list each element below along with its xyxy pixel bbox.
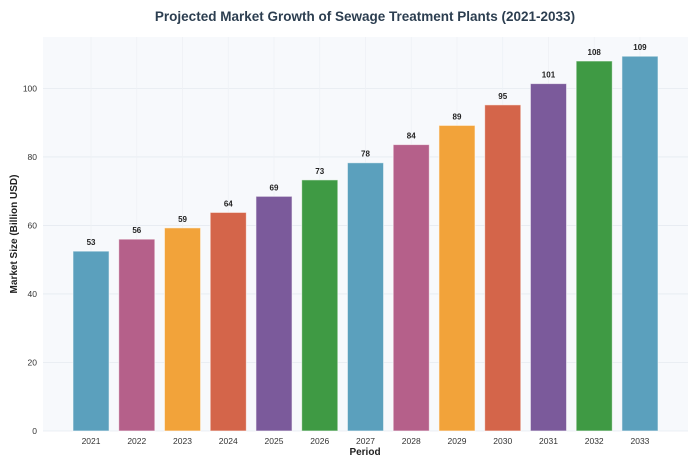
data-label: 109 [633,43,647,52]
x-tick-label: 2022 [127,436,146,446]
y-tick-label: 80 [28,152,38,162]
x-tick-label: 2027 [356,436,375,446]
x-axis-ticks: 2021 2022 2023 2024 2025 2026 2027 2028 2029 2030… [82,436,650,446]
x-tick-label: 2030 [493,436,512,446]
y-axis-ticks: 0 20 40 60 80 100 [23,83,37,436]
bar-2030 [484,104,522,432]
data-label: 69 [270,183,279,192]
bars [72,55,659,432]
data-label: 78 [361,150,370,159]
x-tick-label: 2025 [265,436,284,446]
bar-2024 [209,211,247,432]
data-label: 56 [132,226,141,235]
bar-2028 [392,144,430,432]
data-label: 95 [498,92,507,101]
y-tick-label: 20 [28,357,38,367]
data-label: 89 [453,112,462,121]
x-axis-label: Period [349,447,380,458]
data-labels: 53 56 59 64 69 73 78 84 89 95 101 108 109 [87,43,648,247]
data-label: 108 [588,48,602,57]
chart-title: Projected Market Growth of Sewage Treatm… [155,9,575,24]
bar-2023 [163,227,202,432]
x-tick-label: 2021 [82,436,101,446]
x-tick-label: 2029 [448,436,467,446]
data-label: 84 [407,132,416,141]
bar-2029 [438,124,476,432]
bar-2021 [72,250,110,432]
x-tick-label: 2031 [539,436,558,446]
data-label: 64 [224,199,233,208]
x-tick-label: 2026 [310,436,329,446]
y-tick-label: 40 [28,289,38,299]
data-label: 59 [178,215,187,224]
bar-2027 [346,162,385,432]
bar-2031 [529,83,568,432]
x-tick-label: 2032 [585,436,604,446]
data-label: 73 [315,167,324,176]
bar-2022 [118,238,156,432]
x-tick-label: 2028 [402,436,421,446]
y-axis-label: Market Size (Billion USD) [9,175,20,294]
x-tick-label: 2033 [631,436,650,446]
data-label: 53 [87,238,96,247]
y-tick-label: 60 [28,220,38,230]
x-tick-label: 2023 [173,436,192,446]
bar-2026 [301,179,339,432]
data-label: 101 [542,71,556,80]
bar-2025 [255,195,293,432]
bar-2032 [575,60,613,432]
y-tick-label: 100 [23,83,37,93]
x-tick-label: 2024 [219,436,238,446]
y-tick-label: 0 [32,426,37,436]
bar-2033 [621,55,659,432]
